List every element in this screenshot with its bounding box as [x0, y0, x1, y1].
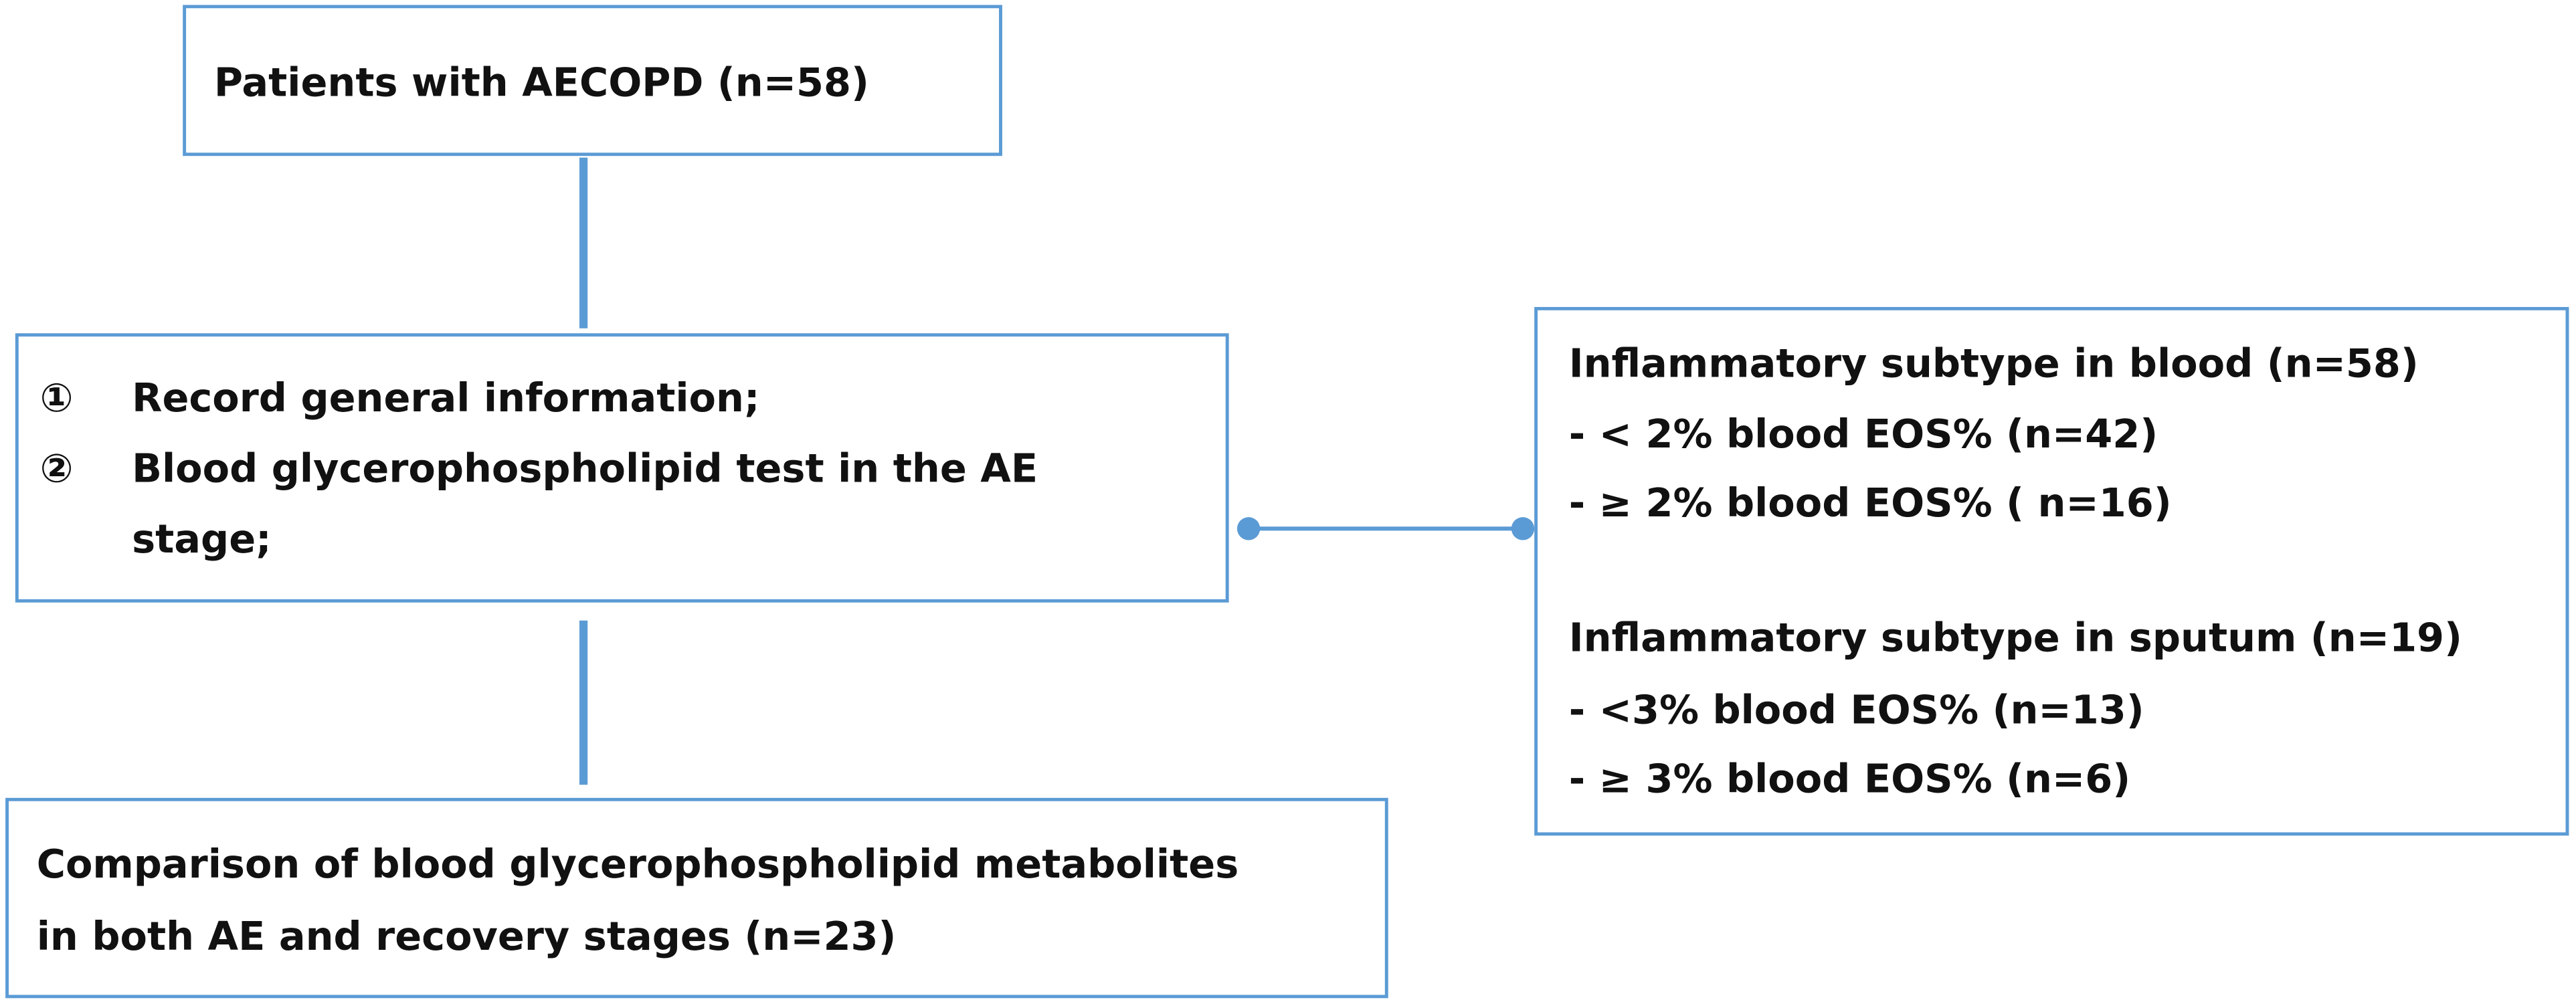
group-line: - < 2% blood EOS% (n=42) [1569, 411, 2158, 457]
list-text: Record general information; [132, 375, 759, 421]
box-procedures [15, 333, 1229, 603]
box-subtypes [1534, 306, 2569, 836]
list-marker: ② [40, 445, 74, 492]
box-label: Patients with AECOPD (n=58) [214, 60, 869, 106]
group-line: - ≥ 3% blood EOS% (n=6) [1569, 755, 2130, 801]
box-patients [183, 5, 1002, 157]
box-text: Comparison of blood glycerophospholipid … [37, 841, 1239, 887]
list-text: stage; [132, 516, 272, 562]
box-text: in both AE and recovery stages (n=23) [37, 913, 897, 959]
group-heading: Inflammatory subtype in blood (n=58) [1569, 340, 2419, 386]
list-text: Blood glycerophospholipid test in the AE [132, 445, 1038, 492]
list-marker: ① [40, 375, 74, 421]
group-line: - <3% blood EOS% (n=13) [1569, 686, 2144, 732]
group-line: - ≥ 2% blood EOS% ( n=16) [1569, 480, 2172, 526]
connector-dot [1511, 517, 1535, 540]
connector-dot [1236, 517, 1261, 540]
group-heading: Inflammatory subtype in sputum (n=19) [1569, 614, 2462, 660]
box-comparison [5, 797, 1388, 999]
